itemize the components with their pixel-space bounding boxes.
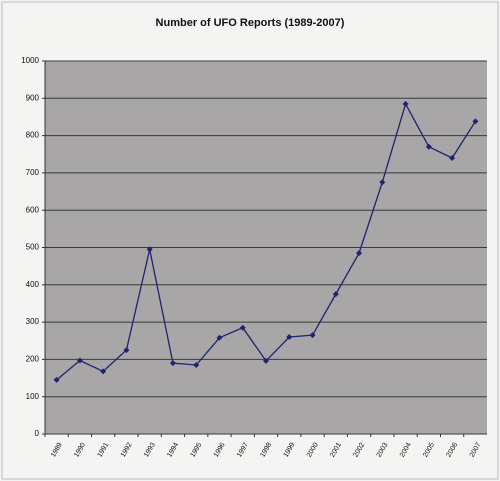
data-point [449, 154, 456, 161]
y-tick-label: 900 [26, 93, 40, 102]
data-point [216, 334, 223, 341]
y-tick-label: 500 [26, 243, 40, 252]
data-point [169, 360, 176, 367]
data-point [332, 291, 339, 298]
data-point [100, 368, 107, 375]
data-point [472, 118, 479, 125]
y-tick-label: 400 [26, 280, 40, 289]
y-tick-label: 1000 [21, 56, 39, 65]
chart-title: Number of UFO Reports (1989-2007) [156, 17, 345, 29]
y-tick-label: 100 [26, 392, 40, 401]
data-point [239, 324, 246, 331]
y-tick-label: 600 [26, 205, 40, 214]
data-point [286, 334, 293, 341]
data-point [425, 143, 432, 150]
data-point [53, 376, 60, 383]
data-point [123, 347, 130, 354]
data-point [309, 332, 316, 339]
y-tick-label: 300 [26, 317, 40, 326]
y-tick-label: 0 [35, 429, 40, 438]
data-point [263, 357, 269, 364]
y-tick-label: 800 [26, 131, 40, 140]
data-point [379, 179, 386, 186]
data-point [146, 246, 153, 253]
y-tick-label: 200 [26, 355, 40, 364]
data-point [402, 100, 409, 107]
data-point [76, 357, 83, 364]
data-point [193, 361, 200, 368]
data-point [356, 250, 363, 257]
y-tick-label: 700 [26, 168, 40, 177]
